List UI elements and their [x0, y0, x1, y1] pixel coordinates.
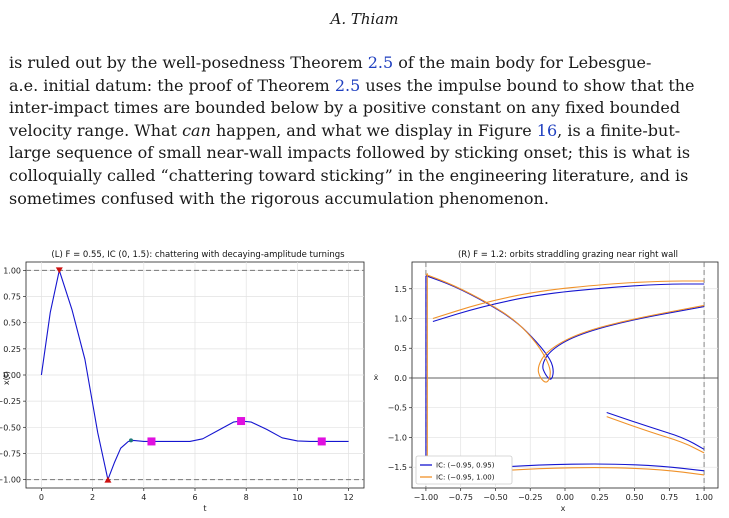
right-chart: (R) F = 1.2: orbits straddling grazing n… [374, 250, 719, 513]
y-tick-label: −1.0 [388, 433, 407, 442]
left-ylabel: x(t) [2, 371, 11, 385]
x-tick-label: −0.75 [448, 493, 473, 502]
text-run: , is a finite-but- [557, 120, 681, 140]
y-tick-label: −0.5 [388, 404, 407, 413]
paragraph-line: large sequence of small near-wall impact… [9, 142, 721, 165]
right-xlabel: x [561, 504, 566, 513]
y-tick-label: 1.00 [3, 266, 21, 275]
right-ylabel: ẋ [374, 373, 379, 382]
y-tick-label: −0.75 [0, 449, 21, 458]
phase-orbit-2 [432, 280, 705, 320]
paragraph-line: is ruled out by the well-posedness Theor… [9, 52, 721, 75]
x-tick-label: 0.50 [626, 493, 644, 502]
right-legend: IC: (−0.95, 0.95) IC: (−0.95, 1.00) [415, 455, 513, 485]
x-tick-label: 0.75 [660, 493, 678, 502]
legend-series-1: IC: (−0.95, 0.95) [436, 462, 495, 470]
y-tick-label: −0.50 [0, 423, 21, 432]
text-run: is ruled out by the well-posedness Theor… [9, 53, 368, 72]
text-run: colloquially called “chattering toward s… [9, 165, 689, 185]
x-tick-label: 10 [292, 493, 302, 502]
cross-reference-link[interactable]: 2.5 [334, 75, 361, 95]
y-tick-label: −1.5 [388, 463, 407, 472]
text-run: happen, and what we display in Figure [210, 120, 537, 140]
text-run: uses the impulse bound to show that the [360, 75, 695, 95]
text-run: of the main body for Lebesgue- [393, 53, 652, 72]
x-tick-label: 1.00 [695, 493, 713, 502]
x-tick-label: −0.25 [518, 493, 543, 502]
paragraph-line: a.e. initial datum: the proof of Theorem… [9, 75, 721, 98]
paragraph-line: velocity range. What can happen, and wha… [9, 120, 721, 143]
x-tick-label: 8 [244, 493, 249, 502]
impact-marker [55, 267, 63, 274]
phase-orbit-1 [432, 283, 705, 323]
phase-orbit-1 [606, 411, 705, 450]
body-paragraph: is ruled out by the well-posedness Theor… [9, 52, 721, 210]
y-tick-label: 0.50 [3, 319, 21, 328]
text-run: a.e. initial datum: the proof of Theorem [9, 75, 335, 95]
phase-orbit-2 [425, 273, 705, 383]
y-tick-label: 0.00 [3, 371, 21, 380]
emphasis: can [182, 120, 211, 140]
x-tick-label: 0 [39, 493, 44, 502]
x-tick-label: 2 [90, 493, 95, 502]
paragraph-line: sometimes confused with the rigorous acc… [9, 188, 721, 211]
cross-reference-link[interactable]: 16 [536, 120, 558, 140]
cross-reference-link[interactable]: 2.5 [367, 53, 394, 72]
running-header: A. Thiam [330, 10, 399, 28]
left-chart: (L) F = 0.55, IC (0, 1.5): chattering wi… [0, 250, 365, 513]
y-tick-label: 0.25 [3, 345, 21, 354]
x-tick-label: 0.00 [556, 493, 574, 502]
right-chart-title: (R) F = 1.2: orbits straddling grazing n… [458, 250, 678, 260]
y-tick-label: 0.5 [394, 344, 407, 353]
event-marker-dot [128, 438, 133, 443]
text-run: inter-impact times are bounded below by … [9, 98, 681, 118]
x-tick-label: 12 [344, 493, 354, 502]
trajectory-line [40, 269, 349, 481]
y-tick-label: −1.00 [0, 476, 21, 485]
event-marker-square [317, 437, 326, 446]
x-tick-label: 6 [192, 493, 197, 502]
y-tick-label: 0.0 [394, 374, 407, 383]
x-tick-label: −0.50 [483, 493, 508, 502]
phase-orbit-2 [606, 416, 705, 454]
text-run: large sequence of small near-wall impact… [9, 143, 691, 163]
legend-series-2: IC: (−0.95, 1.00) [436, 474, 495, 482]
paragraph-line: colloquially called “chattering toward s… [9, 165, 721, 188]
x-tick-label: 4 [141, 493, 146, 502]
impact-marker [104, 476, 112, 483]
left-xlabel: t [203, 504, 206, 513]
y-tick-label: 0.75 [3, 293, 21, 302]
event-marker-square [147, 437, 156, 446]
y-tick-label: −0.25 [0, 397, 21, 406]
x-tick-label: 0.25 [591, 493, 609, 502]
x-tick-label: −1.00 [414, 493, 439, 502]
event-marker-square [237, 417, 246, 426]
paragraph-line: inter-impact times are bounded below by … [9, 97, 721, 120]
text-run: velocity range. What [9, 120, 183, 140]
left-chart-title: (L) F = 0.55, IC (0, 1.5): chattering wi… [51, 250, 345, 260]
text-run: sometimes confused with the rigorous acc… [9, 188, 549, 208]
y-tick-label: 1.0 [394, 315, 407, 324]
y-tick-label: 1.5 [394, 285, 407, 294]
